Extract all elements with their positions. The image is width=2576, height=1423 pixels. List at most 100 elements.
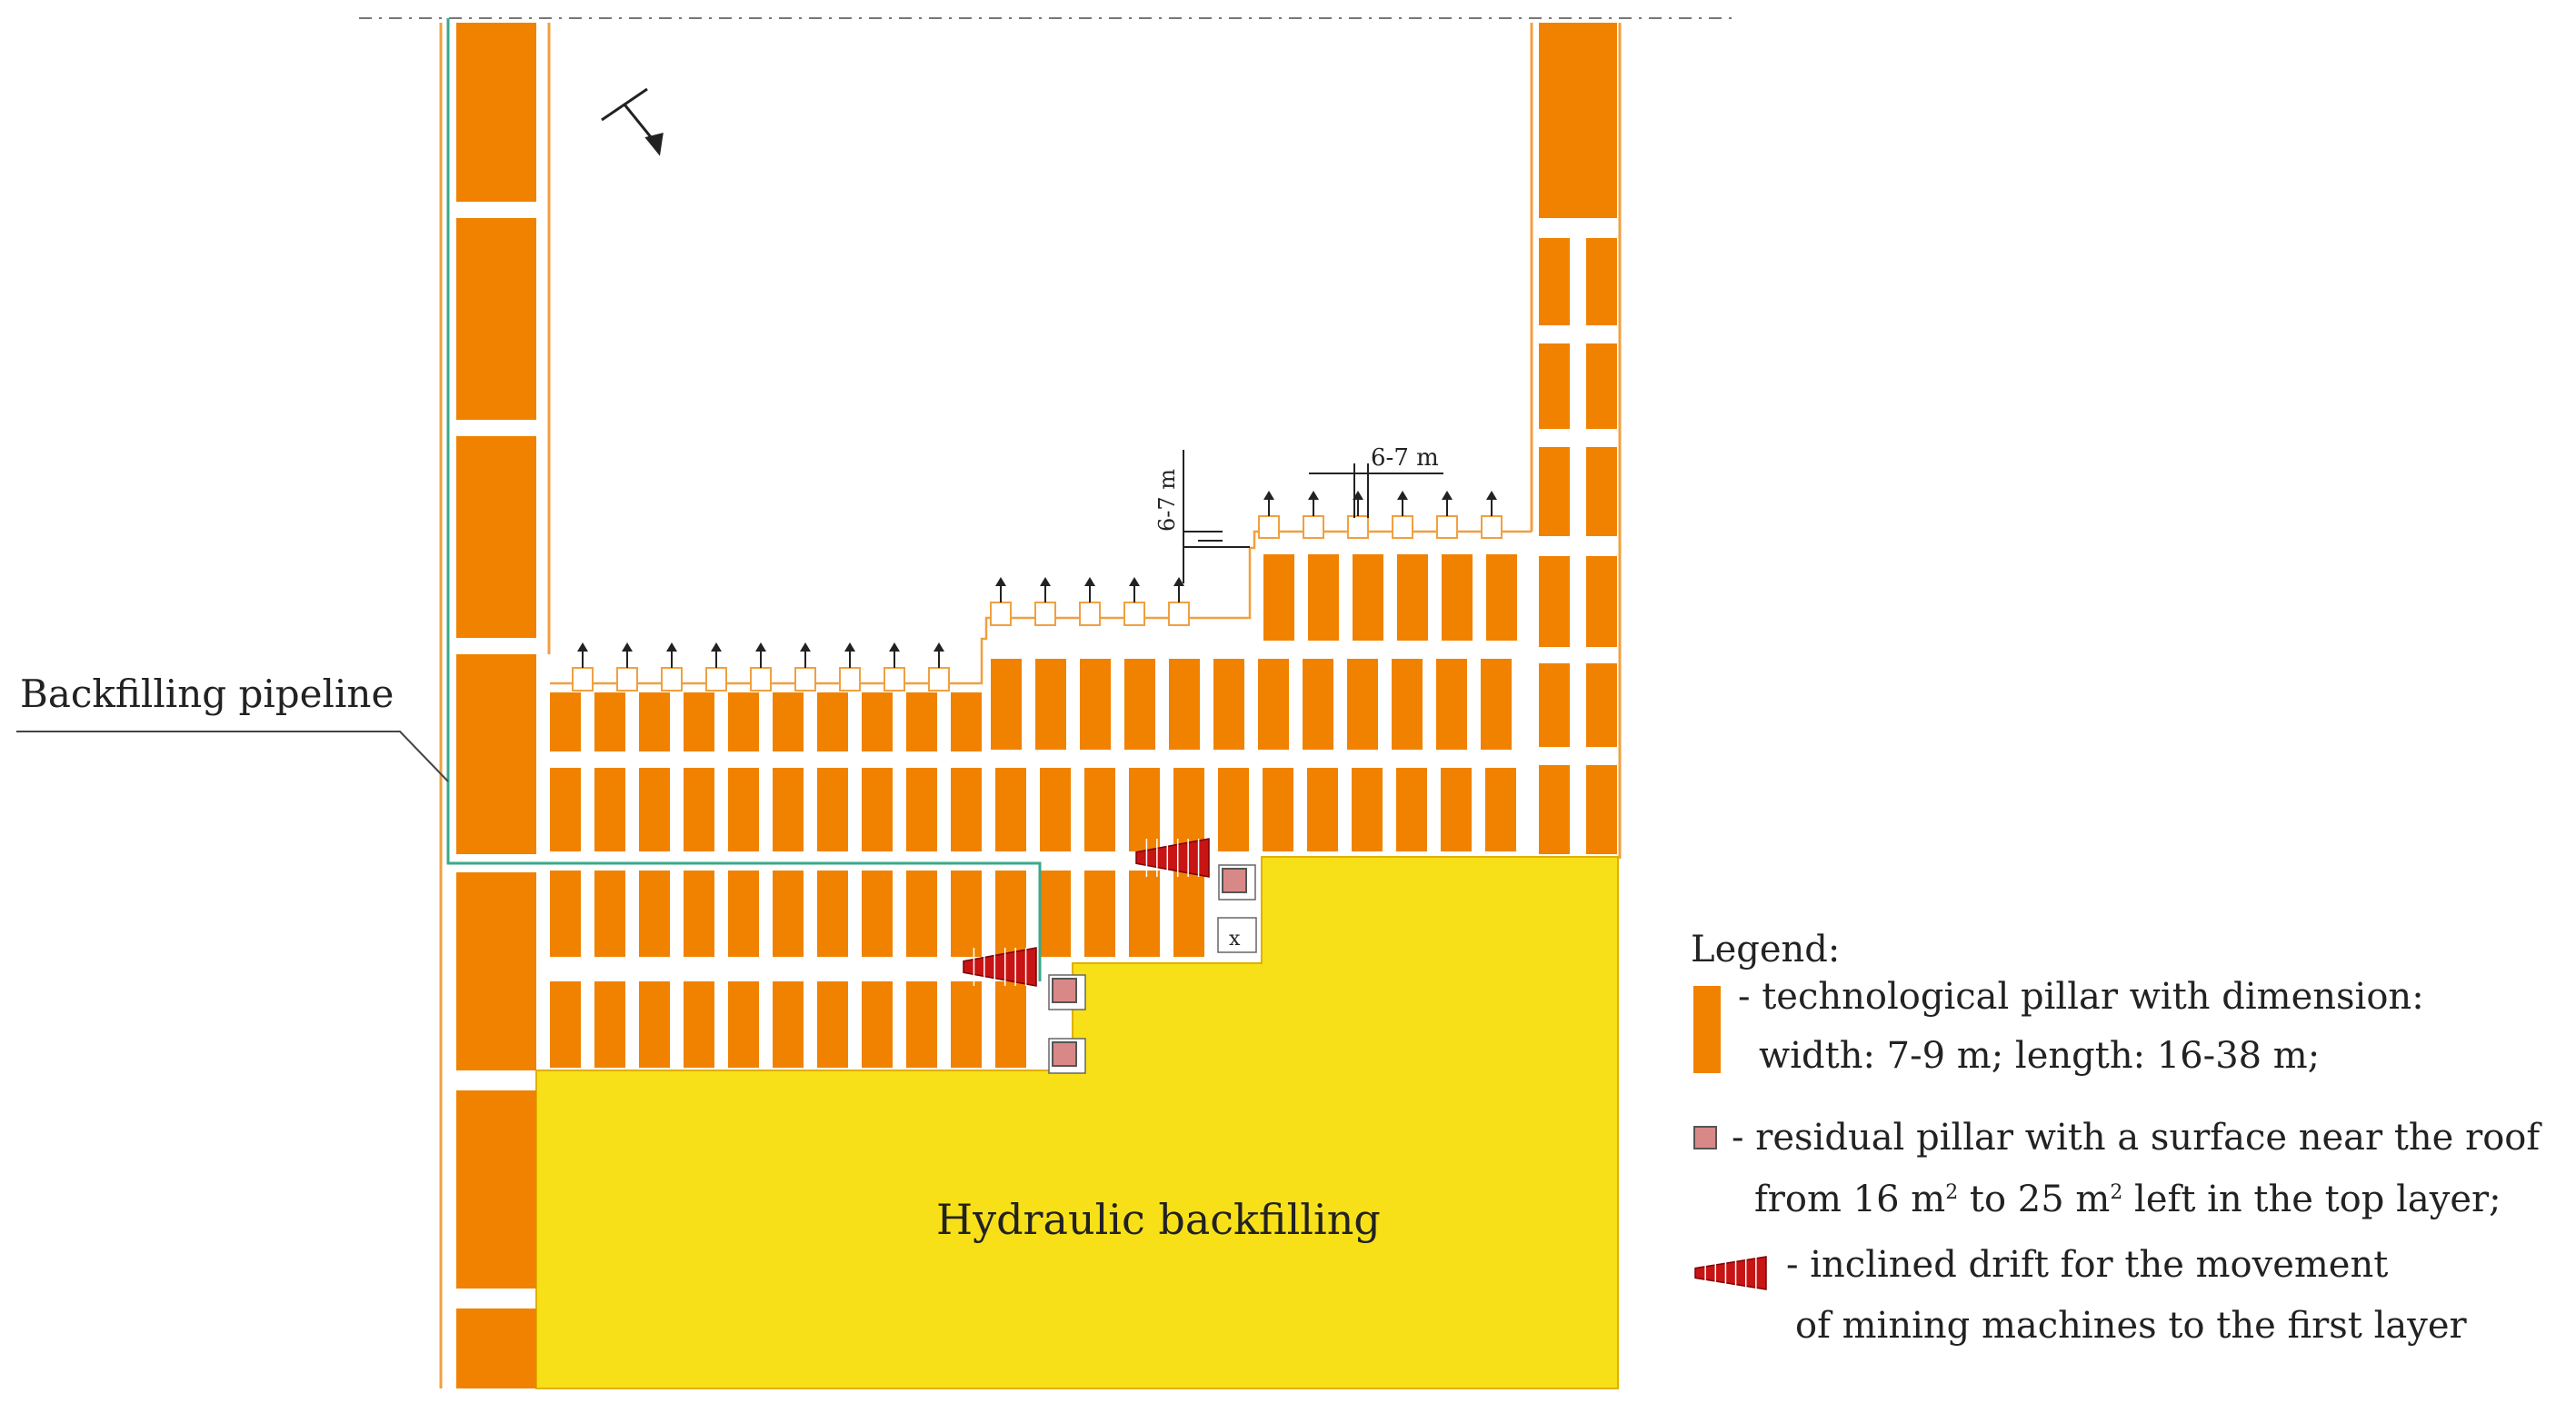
technological-pillar [1080,659,1111,750]
front-notch [1079,602,1101,626]
technological-pillar [1353,554,1383,641]
technological-pillar [1040,768,1071,851]
technological-pillar [1392,659,1423,750]
technological-pillar [684,768,714,851]
technological-pillar [550,692,581,751]
backfilling-pipeline-label: Backfilling pipeline [20,672,394,716]
technological-pillar [550,871,581,957]
front-notch [1258,515,1280,539]
technological-pillar [951,871,982,957]
legend-residual-line1: - residual pillar with a surface near th… [1732,1117,2542,1159]
technological-pillar [773,768,804,851]
advance-arrow-head [1308,491,1319,500]
cleared-block [1217,917,1257,953]
front-notch [705,667,727,692]
technological-pillar [594,871,625,957]
technological-pillar [1586,663,1617,747]
technological-pillar [639,692,670,751]
technological-pillar [1129,768,1160,851]
technological-pillar [1352,768,1383,851]
legend-residual-part-c: left in the top layer; [2122,1179,2501,1220]
technological-pillar [995,981,1026,1068]
front-notch [839,667,861,692]
legend-superscript-2: 2 [2110,1181,2122,1204]
technological-pillar [1307,768,1338,851]
technological-pillar [906,981,937,1068]
dimension-vertical-label: 6-7 m [1154,469,1180,532]
hydraulic-backfilling-label: Hydraulic backfilling [936,1195,1381,1244]
technological-pillar [1486,554,1517,641]
technological-pillar [1397,554,1428,641]
technological-pillar [862,981,893,1068]
technological-pillar [1586,765,1617,854]
legend: Legend: - technological pillar with dime… [1691,929,2542,1347]
technological-pillar [456,654,536,854]
advance-arrow-head [1040,577,1051,586]
dimension-vertical [1183,450,1250,583]
technological-pillar [817,981,848,1068]
technological-pillar [1040,871,1071,957]
technological-pillar [1218,768,1249,851]
advance-arrow-head [889,642,900,652]
technological-pillar [639,871,670,957]
shaft-outlines [439,23,1622,1388]
front-notch [990,602,1012,626]
technological-pillar [728,871,759,957]
legend-pillar-line2: width: 7-9 m; length: 16-38 m; [1759,1035,2320,1077]
technological-pillar [1586,556,1617,647]
legend-pillar-swatch [1693,986,1721,1073]
technological-pillar [1084,871,1115,957]
front-notch [794,667,816,692]
technological-pillar [1263,768,1293,851]
technological-pillar [684,871,714,957]
technological-pillar [773,981,804,1068]
advance-arrow-head [844,642,855,652]
dip-strike-symbol [601,87,664,156]
technological-pillar [728,768,759,851]
backfilling-pipeline [446,18,1042,981]
front-notch [1168,602,1190,626]
technological-pillar [1539,765,1570,854]
technological-pillar [1173,871,1204,957]
legend-residual-swatch [1693,1126,1717,1149]
technological-pillar [456,1309,536,1388]
advance-arrow-head [1397,491,1408,500]
front-notch [884,667,905,692]
technological-pillar [1035,659,1066,750]
legend-drift-line2: of mining machines to the first layer [1795,1305,2467,1347]
technological-pillar [594,981,625,1068]
technological-pillar [684,981,714,1068]
front-notch [1436,515,1458,539]
technological-pillar [862,768,893,851]
technological-pillar [684,692,714,751]
residual-pillar [1222,868,1247,893]
inclined-drift [1135,838,1210,878]
legend-residual-part-b: to 25 m [1958,1179,2110,1220]
advance-arrow-head [711,642,722,652]
technological-pillar [728,692,759,751]
advance-arrow-head [666,642,677,652]
technological-pillar [456,1090,536,1289]
technological-pillar [456,872,536,1070]
cleared-block-mark: x [1229,928,1241,950]
advance-arrow-head [1173,577,1184,586]
technological-pillars [456,23,1617,1388]
technological-pillar [1441,768,1472,851]
front-notch [928,667,950,692]
front-notch [572,667,594,692]
technological-pillar [1213,659,1244,750]
technological-pillar [951,692,982,751]
technological-pillar [991,659,1022,750]
technological-pillar [1258,659,1289,750]
advance-arrow-head [1084,577,1095,586]
advance-arrow-head [1486,491,1497,500]
technological-pillar [456,218,536,420]
technological-pillar [456,436,536,638]
mining-front-notches [572,515,1503,692]
technological-pillar [951,981,982,1068]
hydraulic-backfilling-zone [535,856,1619,1389]
technological-pillar [1485,768,1516,851]
front-notch [661,667,683,692]
technological-pillar [1539,663,1570,747]
